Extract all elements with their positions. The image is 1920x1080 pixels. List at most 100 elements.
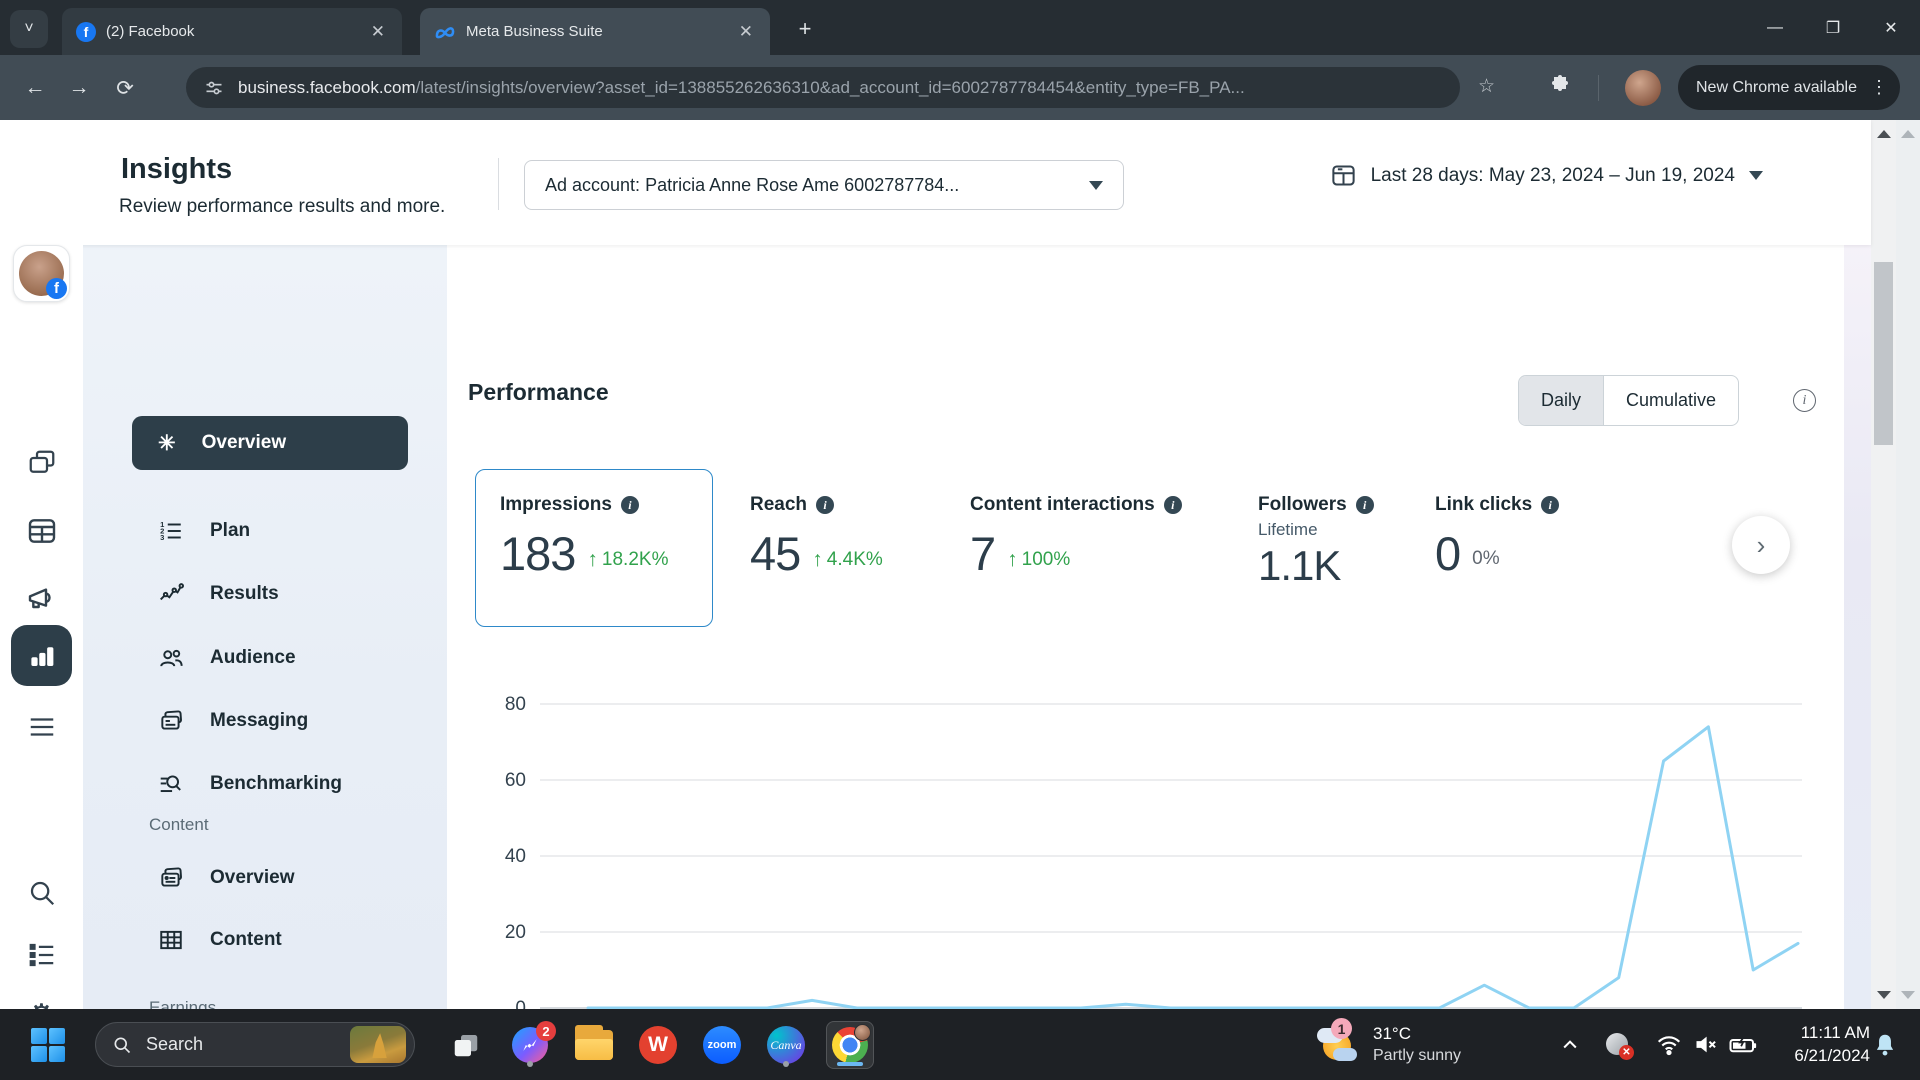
messenger-app-button[interactable]: 2: [506, 1021, 554, 1069]
search-icon[interactable]: [27, 878, 57, 908]
reload-button[interactable]: ⟳: [108, 71, 142, 105]
scroll-up-icon[interactable]: [1901, 130, 1915, 138]
browser-menu-icon[interactable]: ⋮: [1870, 77, 1888, 98]
info-icon[interactable]: i: [1356, 496, 1374, 514]
tab-close-icon[interactable]: ✕: [368, 22, 388, 42]
metric-value: 0: [1435, 526, 1460, 581]
battery-icon[interactable]: [1728, 1009, 1758, 1080]
facebook-badge-icon: f: [46, 278, 67, 299]
sidebar-item-label: Audience: [210, 647, 296, 669]
window-scrollbar[interactable]: [1896, 120, 1920, 1009]
task-view-button[interactable]: [442, 1021, 490, 1069]
posts-icon[interactable]: [27, 448, 57, 478]
bookmark-star-icon[interactable]: ☆: [1478, 75, 1495, 98]
sidebar-item-content[interactable]: Content: [132, 913, 408, 967]
content-scrollbar[interactable]: [1871, 120, 1896, 1009]
scrollbar-thumb[interactable]: [1874, 262, 1893, 445]
info-icon[interactable]: i: [816, 496, 834, 514]
extensions-puzzle-icon[interactable]: [1548, 73, 1572, 97]
toggle-daily[interactable]: Daily: [1519, 376, 1603, 425]
business-avatar[interactable]: f: [13, 245, 70, 302]
browser-tab-strip: ˅ f (2) Facebook ✕ Meta Business Suite ✕…: [0, 0, 1920, 55]
url-domain: business.facebook.com: [238, 78, 416, 97]
new-chrome-available-button[interactable]: New Chrome available ⋮: [1678, 65, 1900, 110]
info-icon[interactable]: i: [621, 496, 639, 514]
search-highlight-image[interactable]: [350, 1026, 406, 1063]
file-explorer-button[interactable]: [570, 1021, 618, 1069]
window-minimize-button[interactable]: —: [1746, 0, 1804, 55]
scroll-up-icon[interactable]: [1877, 130, 1891, 138]
ads-megaphone-icon[interactable]: [26, 583, 58, 615]
taskbar-weather-widget[interactable]: 1 31°C Partly sunny: [1317, 1022, 1461, 1066]
metric-card-impressions[interactable]: Impressionsi 183 ↑18.2K%: [475, 469, 713, 627]
metric-card-reach[interactable]: Reachi 45 ↑4.4K%: [750, 469, 883, 627]
tab-title: (2) Facebook: [106, 23, 358, 40]
tab-search-button[interactable]: ˅: [10, 10, 48, 48]
tab-meta-business-suite[interactable]: Meta Business Suite ✕: [420, 8, 770, 55]
weather-badge: 1: [1331, 1018, 1352, 1039]
sync-error-icon[interactable]: ✕: [1606, 1009, 1630, 1080]
notification-bell-icon[interactable]: [1872, 1009, 1898, 1080]
address-bar[interactable]: business.facebook.com/latest/insights/ov…: [186, 67, 1460, 108]
browser-profile-avatar[interactable]: [1625, 70, 1661, 106]
metrics-next-button[interactable]: ›: [1732, 516, 1790, 574]
taskbar-search-box[interactable]: Search: [95, 1022, 415, 1067]
performance-info-icon[interactable]: i: [1793, 389, 1816, 412]
window-restore-button[interactable]: ❐: [1804, 0, 1862, 55]
forward-button[interactable]: →: [62, 71, 96, 105]
up-arrow-icon: ↑: [587, 548, 598, 572]
numbered-list-icon: 123: [158, 518, 184, 544]
scroll-down-icon[interactable]: [1901, 991, 1915, 999]
chrome-profile-badge: [854, 1024, 871, 1041]
new-tab-button[interactable]: +: [790, 14, 820, 44]
wps-icon: W: [639, 1026, 677, 1064]
sidebar-item-benchmarking[interactable]: Benchmarking: [132, 757, 408, 811]
back-button[interactable]: ←: [18, 71, 52, 105]
insights-icon-active[interactable]: [11, 625, 72, 686]
metric-label: Reach: [750, 494, 807, 516]
zoom-icon: zoom: [703, 1026, 741, 1064]
tray-expand-button[interactable]: [1560, 1009, 1580, 1080]
toggle-cumulative[interactable]: Cumulative: [1603, 376, 1738, 425]
info-icon[interactable]: i: [1164, 496, 1182, 514]
metric-card-followers[interactable]: Followersi Lifetime 1.1K: [1258, 469, 1374, 627]
windows-taskbar: Search 2 W zoom Canva 1 31°C Partly: [0, 1009, 1920, 1080]
svg-text:20: 20: [505, 922, 526, 943]
start-button[interactable]: [24, 1021, 72, 1069]
sidebar-item-results[interactable]: Results: [132, 567, 408, 621]
canva-app-button[interactable]: Canva: [762, 1021, 810, 1069]
meta-favicon-icon: [434, 24, 456, 39]
chevron-down-icon: [1749, 171, 1763, 180]
sidebar-item-messaging[interactable]: Messaging: [132, 694, 408, 748]
wifi-icon[interactable]: [1656, 1009, 1682, 1080]
content-overview-icon: [158, 865, 184, 891]
sidebar-item-content-overview[interactable]: Overview: [132, 851, 408, 905]
all-tools-icon[interactable]: [27, 712, 57, 742]
planner-icon[interactable]: [26, 515, 58, 547]
sidebar-item-audience[interactable]: Audience: [132, 631, 408, 685]
folder-icon: [575, 1030, 613, 1060]
tab-facebook[interactable]: f (2) Facebook ✕: [62, 8, 402, 55]
info-icon[interactable]: i: [1541, 496, 1559, 514]
taskbar-clock[interactable]: 11:11 AM 6/21/2024: [1794, 1021, 1870, 1067]
metric-card-content-interactions[interactable]: Content interactionsi 7 ↑100%: [970, 469, 1182, 627]
window-close-button[interactable]: ✕: [1862, 0, 1920, 55]
sidebar-item-plan[interactable]: 123 Plan: [132, 504, 408, 558]
wps-office-button[interactable]: W: [634, 1021, 682, 1069]
tab-close-icon[interactable]: ✕: [736, 22, 756, 42]
zoom-app-button[interactable]: zoom: [698, 1021, 746, 1069]
volume-muted-icon[interactable]: [1692, 1009, 1719, 1080]
scroll-down-icon[interactable]: [1877, 991, 1891, 999]
earnings-section-label: Earnings: [149, 998, 216, 1009]
metric-card-link-clicks[interactable]: Link clicksi 0 0%: [1435, 469, 1559, 627]
ad-account-dropdown[interactable]: Ad account: Patricia Anne Rose Ame 60027…: [524, 160, 1124, 210]
chrome-app-button-active[interactable]: [826, 1021, 874, 1069]
app-rail: f ⚙ ?: [0, 120, 83, 1009]
date-range-picker[interactable]: Last 28 days: May 23, 2024 – Jun 19, 202…: [1330, 162, 1763, 189]
sidebar-item-overview[interactable]: ✳ Overview: [132, 416, 408, 470]
messenger-icon: 2: [512, 1027, 548, 1063]
chevron-down-icon: ˅: [24, 20, 33, 38]
tasks-list-icon[interactable]: [27, 940, 57, 970]
settings-gear-icon[interactable]: ⚙: [28, 998, 55, 1009]
site-settings-icon[interactable]: [204, 78, 224, 98]
